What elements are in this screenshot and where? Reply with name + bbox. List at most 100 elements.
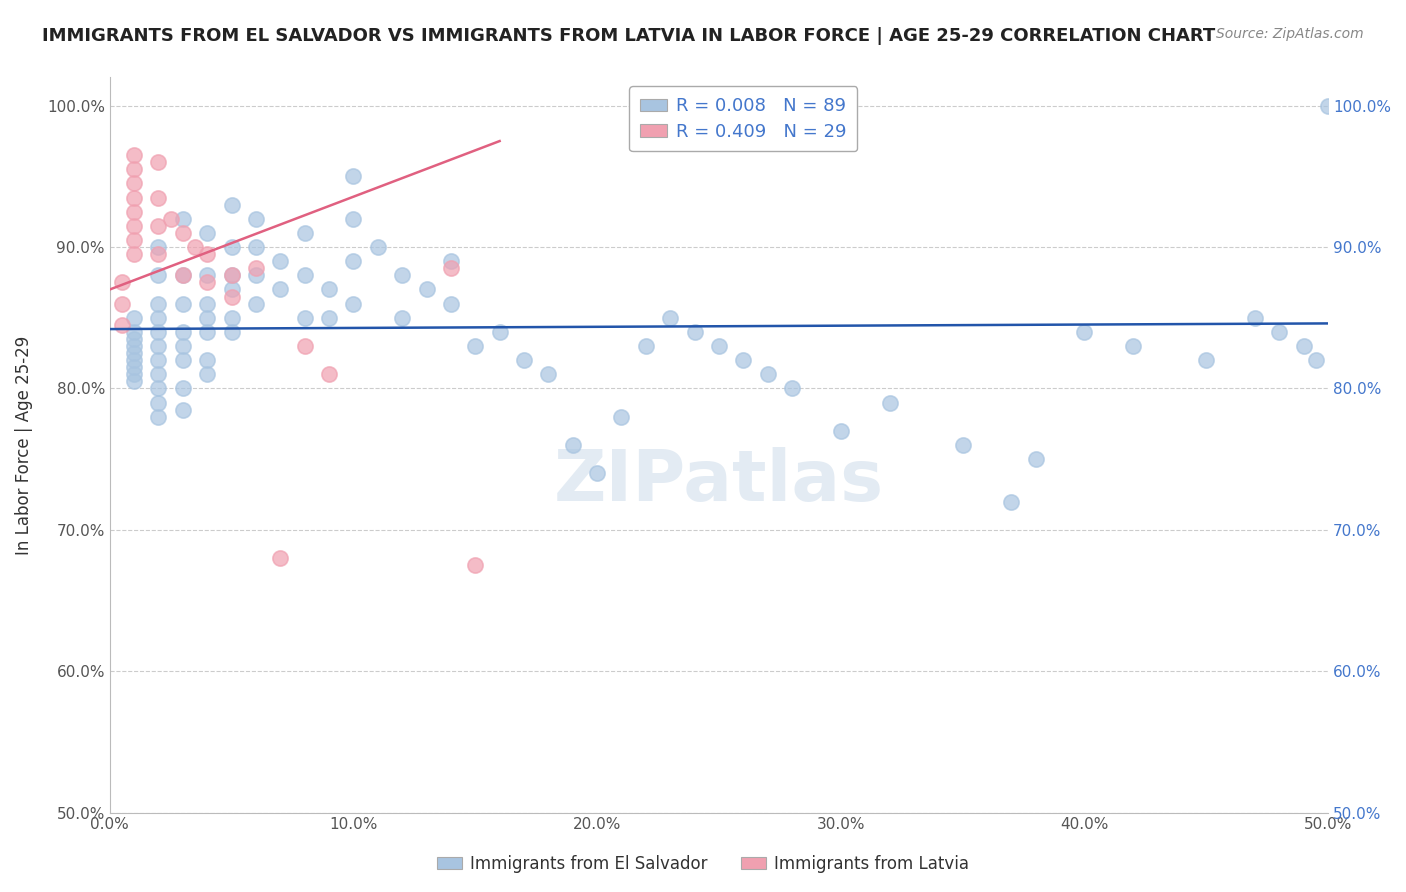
Point bbox=[195, 310, 218, 325]
Point bbox=[440, 254, 463, 268]
Point bbox=[195, 276, 218, 290]
Point bbox=[122, 346, 145, 360]
Point bbox=[195, 325, 218, 339]
Point bbox=[537, 368, 560, 382]
Text: ZIPatlas: ZIPatlas bbox=[554, 447, 884, 516]
Point bbox=[707, 339, 730, 353]
Point bbox=[122, 310, 145, 325]
Point bbox=[318, 368, 340, 382]
Point bbox=[221, 283, 243, 297]
Point bbox=[733, 353, 755, 368]
Point bbox=[367, 240, 389, 254]
Point bbox=[122, 332, 145, 346]
Point bbox=[122, 368, 145, 382]
Point bbox=[1122, 339, 1144, 353]
Point bbox=[683, 325, 706, 339]
Point bbox=[221, 268, 243, 283]
Point bbox=[172, 353, 194, 368]
Point bbox=[195, 247, 218, 261]
Point bbox=[148, 339, 170, 353]
Point bbox=[195, 268, 218, 283]
Point bbox=[122, 233, 145, 247]
Point bbox=[111, 276, 134, 290]
Point bbox=[195, 226, 218, 240]
Point bbox=[111, 318, 134, 332]
Text: Source: ZipAtlas.com: Source: ZipAtlas.com bbox=[1216, 27, 1364, 41]
Point bbox=[122, 325, 145, 339]
Point bbox=[148, 395, 170, 409]
Point bbox=[342, 169, 364, 184]
Point bbox=[172, 211, 194, 226]
Point bbox=[294, 339, 316, 353]
Point bbox=[1000, 494, 1022, 508]
Point bbox=[148, 247, 170, 261]
Point bbox=[952, 438, 974, 452]
Point bbox=[172, 381, 194, 395]
Point bbox=[172, 226, 194, 240]
Point bbox=[318, 310, 340, 325]
Point bbox=[756, 368, 779, 382]
Point bbox=[148, 191, 170, 205]
Point bbox=[294, 310, 316, 325]
Point bbox=[464, 339, 486, 353]
Point bbox=[440, 261, 463, 276]
Point bbox=[488, 325, 510, 339]
Point bbox=[269, 254, 291, 268]
Point bbox=[148, 353, 170, 368]
Point bbox=[122, 360, 145, 375]
Point bbox=[1195, 353, 1218, 368]
Point bbox=[610, 409, 633, 424]
Point bbox=[586, 467, 609, 481]
Point bbox=[148, 310, 170, 325]
Point bbox=[122, 191, 145, 205]
Point bbox=[1073, 325, 1095, 339]
Point bbox=[148, 296, 170, 310]
Point bbox=[245, 211, 267, 226]
Point bbox=[294, 226, 316, 240]
Point bbox=[561, 438, 583, 452]
Point bbox=[195, 353, 218, 368]
Point bbox=[879, 395, 901, 409]
Point bbox=[172, 268, 194, 283]
Point bbox=[122, 375, 145, 389]
Point bbox=[148, 240, 170, 254]
Legend: R = 0.008   N = 89, R = 0.409   N = 29: R = 0.008 N = 89, R = 0.409 N = 29 bbox=[628, 87, 858, 152]
Point bbox=[391, 268, 413, 283]
Point bbox=[1025, 452, 1047, 467]
Point bbox=[122, 353, 145, 368]
Point bbox=[634, 339, 657, 353]
Point bbox=[195, 368, 218, 382]
Legend: Immigrants from El Salvador, Immigrants from Latvia: Immigrants from El Salvador, Immigrants … bbox=[430, 848, 976, 880]
Point bbox=[342, 211, 364, 226]
Point bbox=[122, 219, 145, 233]
Point bbox=[111, 296, 134, 310]
Point bbox=[440, 296, 463, 310]
Point bbox=[415, 283, 437, 297]
Point bbox=[391, 310, 413, 325]
Point bbox=[659, 310, 682, 325]
Point bbox=[122, 339, 145, 353]
Point bbox=[122, 247, 145, 261]
Point bbox=[195, 296, 218, 310]
Point bbox=[172, 325, 194, 339]
Point bbox=[780, 381, 803, 395]
Point bbox=[148, 268, 170, 283]
Point bbox=[148, 368, 170, 382]
Point bbox=[1305, 353, 1327, 368]
Point bbox=[172, 296, 194, 310]
Point bbox=[342, 296, 364, 310]
Point bbox=[294, 268, 316, 283]
Point bbox=[221, 289, 243, 303]
Point bbox=[342, 254, 364, 268]
Point bbox=[221, 268, 243, 283]
Point bbox=[122, 204, 145, 219]
Point bbox=[221, 310, 243, 325]
Point bbox=[148, 325, 170, 339]
Point bbox=[1317, 99, 1340, 113]
Point bbox=[148, 219, 170, 233]
Point bbox=[269, 283, 291, 297]
Y-axis label: In Labor Force | Age 25-29: In Labor Force | Age 25-29 bbox=[15, 335, 32, 555]
Point bbox=[269, 551, 291, 566]
Point bbox=[148, 381, 170, 395]
Point bbox=[221, 240, 243, 254]
